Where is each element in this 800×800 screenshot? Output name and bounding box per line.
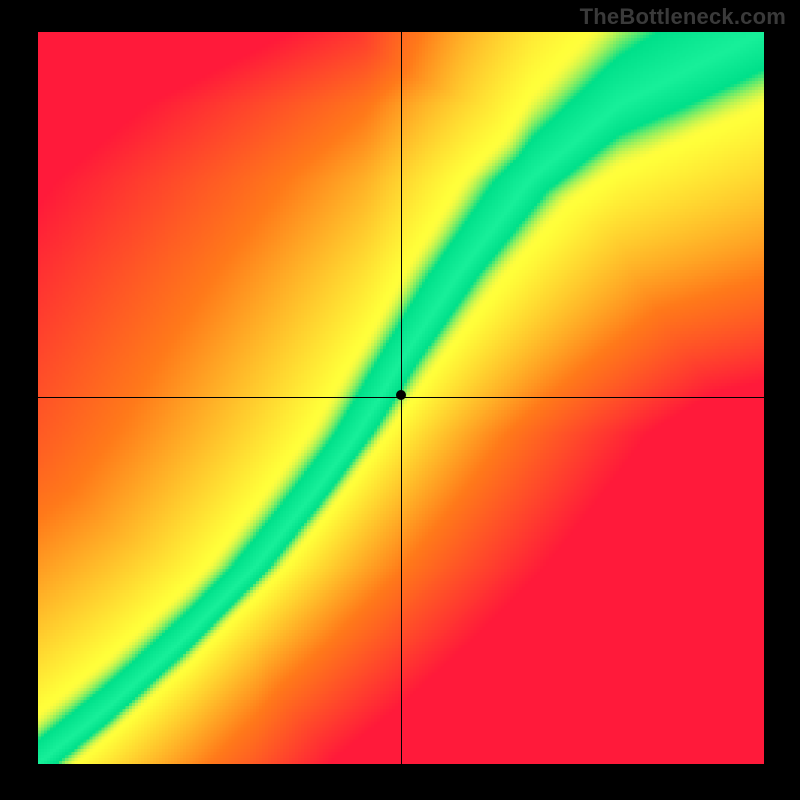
watermark-text: TheBottleneck.com — [580, 4, 786, 30]
image-root: TheBottleneck.com — [0, 0, 800, 800]
selection-marker — [396, 390, 406, 400]
